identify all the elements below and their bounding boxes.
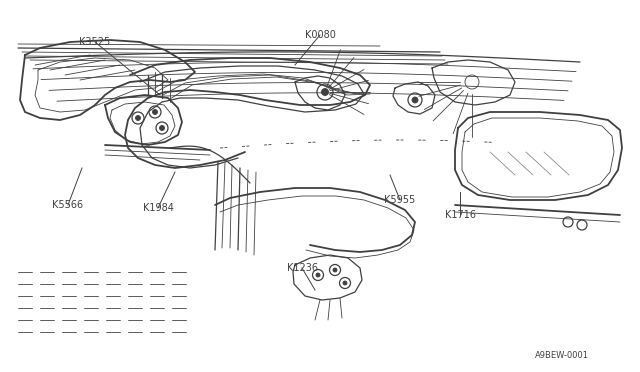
- Circle shape: [152, 109, 157, 115]
- Text: K3525: K3525: [79, 37, 111, 47]
- Text: K5955: K5955: [385, 195, 415, 205]
- Circle shape: [333, 268, 337, 272]
- Circle shape: [412, 97, 418, 103]
- Circle shape: [316, 273, 320, 277]
- Text: K0080: K0080: [305, 30, 335, 40]
- Text: K1236: K1236: [287, 263, 317, 273]
- Circle shape: [343, 281, 347, 285]
- Text: K1716: K1716: [445, 210, 476, 220]
- Circle shape: [136, 115, 141, 121]
- Circle shape: [159, 125, 164, 131]
- Text: K5566: K5566: [52, 200, 84, 210]
- Text: A9BEW-0001: A9BEW-0001: [535, 350, 589, 359]
- Circle shape: [321, 89, 328, 96]
- Text: K1984: K1984: [143, 203, 173, 213]
